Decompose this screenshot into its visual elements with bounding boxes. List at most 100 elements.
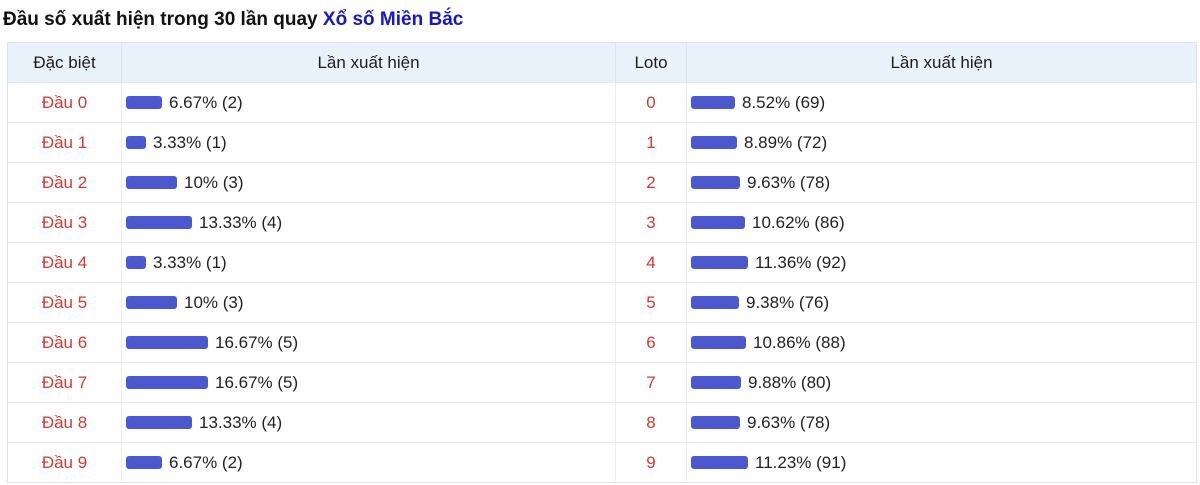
- special-label: Đầu 1: [8, 123, 122, 162]
- loto-bar: [691, 416, 740, 429]
- special-bar: [126, 456, 162, 469]
- page-title-text: Đầu số xuất hiện trong 30 lần quay: [3, 9, 323, 30]
- table-row: Đầu 1 3.33% (1) 1 8.89% (72): [8, 122, 1196, 162]
- special-label: Đầu 2: [8, 163, 122, 202]
- loto-label: 7: [616, 363, 687, 402]
- special-label: Đầu 0: [8, 83, 122, 122]
- special-bar-cell: 13.33% (4): [122, 203, 616, 242]
- table-row: Đầu 5 10% (3) 5 9.38% (76): [8, 282, 1196, 322]
- special-bar-cell: 10% (3): [122, 283, 616, 322]
- special-bar: [126, 416, 192, 429]
- loto-bar-cell: 10.86% (88): [687, 323, 1196, 362]
- loto-bar-cell: 11.23% (91): [687, 443, 1196, 482]
- loto-value: 9.63% (78): [747, 172, 831, 192]
- special-bar-cell: 6.67% (2): [122, 443, 616, 482]
- loto-bar-cell: 9.63% (78): [687, 403, 1196, 442]
- special-label: Đầu 9: [8, 443, 122, 482]
- special-label: Đầu 8: [8, 403, 122, 442]
- special-label: Đầu 4: [8, 243, 122, 282]
- special-label: Đầu 5: [8, 283, 122, 322]
- loto-label: 0: [616, 83, 687, 122]
- table-row: Đầu 7 16.67% (5) 7 9.88% (80): [8, 362, 1196, 402]
- loto-bar-cell: 9.38% (76): [687, 283, 1196, 322]
- loto-bar: [691, 456, 748, 469]
- special-bar-cell: 16.67% (5): [122, 323, 616, 362]
- region-link[interactable]: Xổ số Miền Bắc: [322, 9, 464, 30]
- loto-label: 6: [616, 323, 687, 362]
- special-bar: [126, 136, 146, 149]
- special-value: 13.33% (4): [199, 412, 283, 432]
- loto-label: 8: [616, 403, 687, 442]
- loto-bar-cell: 8.52% (69): [687, 83, 1196, 122]
- loto-bar: [691, 216, 745, 229]
- table-row: Đầu 8 13.33% (4) 8 9.63% (78): [8, 402, 1196, 442]
- stats-table: Đặc biệt Lần xuất hiện Loto Lần xuất hiệ…: [7, 42, 1197, 483]
- table-header: Đặc biệt Lần xuất hiện Loto Lần xuất hiệ…: [8, 43, 1196, 82]
- special-value: 10% (3): [184, 292, 244, 312]
- loto-bar-cell: 9.63% (78): [687, 163, 1196, 202]
- loto-bar: [691, 176, 740, 189]
- special-bar-cell: 3.33% (1): [122, 123, 616, 162]
- loto-label: 9: [616, 443, 687, 482]
- special-bar-cell: 13.33% (4): [122, 403, 616, 442]
- loto-value: 9.88% (80): [748, 372, 832, 392]
- loto-bar-cell: 11.36% (92): [687, 243, 1196, 282]
- special-label: Đầu 6: [8, 323, 122, 362]
- loto-bar-cell: 9.88% (80): [687, 363, 1196, 402]
- loto-label: 4: [616, 243, 687, 282]
- special-bar-cell: 16.67% (5): [122, 363, 616, 402]
- page-title: Đầu số xuất hiện trong 30 lần quay Xổ số…: [0, 0, 1200, 42]
- loto-bar: [691, 136, 737, 149]
- loto-label: 3: [616, 203, 687, 242]
- table-row: Đầu 0 6.67% (2) 0 8.52% (69): [8, 82, 1196, 122]
- special-bar: [126, 216, 192, 229]
- header-lan-xuat-hien-special: Lần xuất hiện: [122, 43, 616, 82]
- loto-value: 10.62% (86): [752, 212, 845, 232]
- table-body: Đầu 0 6.67% (2) 0 8.52% (69) Đầu 1 3.33%…: [8, 82, 1196, 482]
- special-value: 3.33% (1): [153, 132, 227, 152]
- loto-value: 9.63% (78): [747, 412, 831, 432]
- header-dac-biet: Đặc biệt: [8, 43, 122, 82]
- special-value: 10% (3): [184, 172, 244, 192]
- table-row: Đầu 2 10% (3) 2 9.63% (78): [8, 162, 1196, 202]
- table-row: Đầu 6 16.67% (5) 6 10.86% (88): [8, 322, 1196, 362]
- loto-label: 1: [616, 123, 687, 162]
- special-label: Đầu 3: [8, 203, 122, 242]
- loto-value: 8.52% (69): [742, 92, 826, 112]
- loto-bar: [691, 376, 741, 389]
- loto-value: 10.86% (88): [753, 332, 846, 352]
- loto-value: 9.38% (76): [746, 292, 830, 312]
- loto-value: 11.23% (91): [755, 452, 847, 472]
- loto-value: 8.89% (72): [744, 132, 828, 152]
- table-row: Đầu 4 3.33% (1) 4 11.36% (92): [8, 242, 1196, 282]
- special-value: 16.67% (5): [215, 372, 299, 392]
- special-value: 6.67% (2): [169, 92, 243, 112]
- loto-bar: [691, 296, 739, 309]
- special-bar-cell: 3.33% (1): [122, 243, 616, 282]
- loto-bar: [691, 256, 748, 269]
- header-loto: Loto: [616, 43, 687, 82]
- special-label: Đầu 7: [8, 363, 122, 402]
- special-value: 6.67% (2): [169, 452, 243, 472]
- loto-bar-cell: 10.62% (86): [687, 203, 1196, 242]
- special-value: 13.33% (4): [199, 212, 283, 232]
- loto-label: 2: [616, 163, 687, 202]
- special-bar: [126, 376, 208, 389]
- special-bar: [126, 336, 208, 349]
- special-bar: [126, 296, 177, 309]
- table-row: Đầu 9 6.67% (2) 9 11.23% (91): [8, 442, 1196, 482]
- special-bar: [126, 176, 177, 189]
- special-bar-cell: 10% (3): [122, 163, 616, 202]
- table-row: Đầu 3 13.33% (4) 3 10.62% (86): [8, 202, 1196, 242]
- loto-bar: [691, 96, 735, 109]
- loto-bar-cell: 8.89% (72): [687, 123, 1196, 162]
- special-bar-cell: 6.67% (2): [122, 83, 616, 122]
- loto-value: 11.36% (92): [755, 252, 847, 272]
- loto-label: 5: [616, 283, 687, 322]
- special-value: 16.67% (5): [215, 332, 299, 352]
- loto-bar: [691, 336, 746, 349]
- special-bar: [126, 96, 162, 109]
- header-lan-xuat-hien-loto: Lần xuất hiện: [890, 52, 993, 72]
- special-bar: [126, 256, 146, 269]
- special-value: 3.33% (1): [153, 252, 227, 272]
